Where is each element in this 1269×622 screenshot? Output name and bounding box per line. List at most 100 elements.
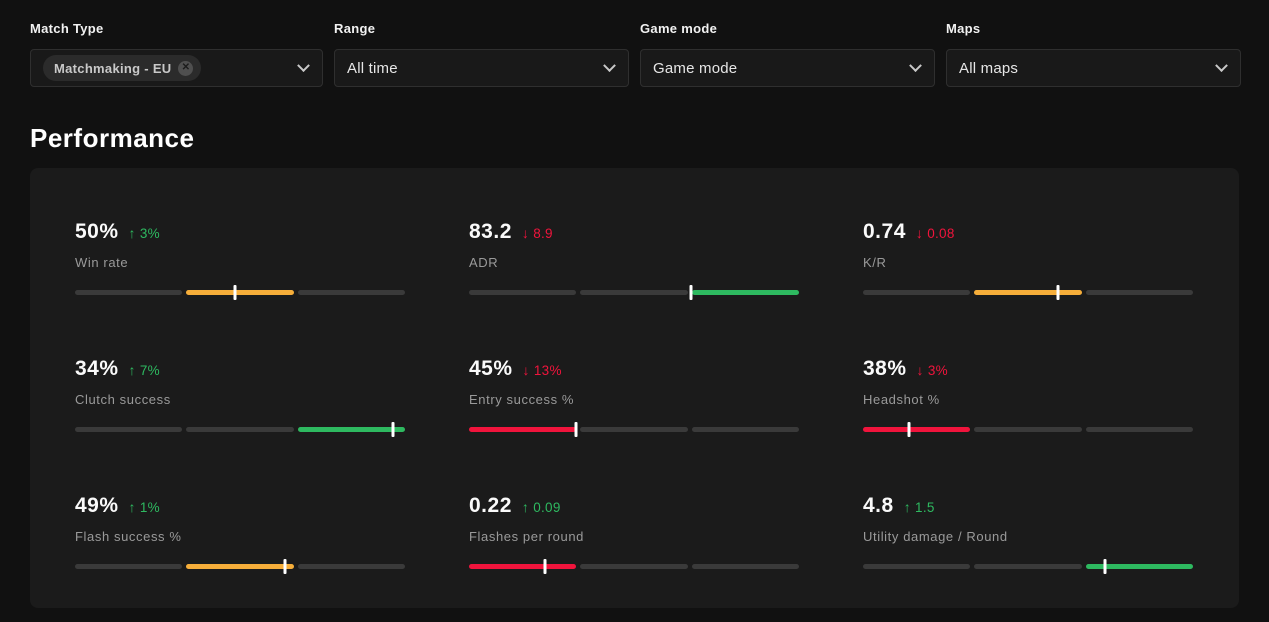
bar-segment: [863, 290, 971, 295]
bar-segment: [469, 290, 577, 295]
bar-marker: [907, 422, 911, 437]
arrow-down-icon: ↓: [916, 362, 924, 378]
chevron-down-icon: [909, 58, 922, 72]
stat-label: Flashes per round: [469, 529, 584, 544]
arrow-up-icon: ↑: [128, 362, 136, 378]
stat-value-row: 0.22 ↑ 0.09: [469, 494, 799, 520]
stat-bar: [75, 422, 405, 437]
arrow-up-icon: ↑: [903, 499, 912, 515]
selected-tag: Matchmaking - EU ✕: [43, 55, 202, 81]
trend-indicator: ↑ 7%: [129, 358, 160, 383]
match-type-dropdown[interactable]: Matchmaking - EU ✕: [30, 49, 323, 87]
filter-label: Maps: [946, 21, 981, 36]
stat-card: 83.2 ↓ 8.9 ADR: [469, 220, 799, 300]
arrow-down-icon: ↓: [522, 362, 530, 378]
bar-marker: [1056, 285, 1060, 300]
stat-value: 83.2: [469, 220, 512, 243]
performance-panel: 50% ↑ 3% Win rate 83.2 ↓ 8.9 ADR 0.74 ↓ 0.08 K/R 34%…: [30, 168, 1239, 608]
filter-label: Game mode: [640, 21, 718, 36]
stat-card: 50% ↑ 3% Win rate: [75, 220, 405, 300]
selected-value: All maps: [959, 59, 1019, 77]
arrow-down-icon: ↓: [521, 225, 530, 241]
arrow-up-icon: ↑: [521, 499, 530, 515]
trend-indicator: ↑ 3%: [129, 221, 160, 246]
trend-indicator: ↓ 3%: [917, 358, 948, 383]
chevron-down-icon: [1215, 58, 1228, 72]
maps-dropdown[interactable]: All maps: [946, 49, 1241, 87]
bar-segment: [1085, 290, 1193, 295]
stat-bar: [75, 559, 405, 574]
chevron-down-icon: [297, 58, 310, 72]
filter-game-mode: Game mode Game mode: [640, 22, 935, 87]
stat-card: 4.8 ↑ 1.5 Utility damage / Round: [863, 494, 1193, 574]
bar-segment: [75, 290, 183, 295]
stat-value: 38%: [863, 357, 907, 380]
stat-delta: 0.08: [927, 226, 955, 241]
bar-segment: [863, 427, 971, 432]
stat-delta: 3%: [927, 363, 948, 378]
bar-segment: [75, 427, 183, 432]
filter-maps: Maps All maps: [946, 22, 1241, 87]
remove-tag-icon[interactable]: ✕: [178, 60, 194, 76]
stat-label: Flash success %: [75, 529, 182, 544]
stat-bar: [469, 422, 799, 437]
stat-card: 0.22 ↑ 0.09 Flashes per round: [469, 494, 799, 574]
arrow-up-icon: ↑: [128, 225, 136, 241]
stat-value-row: 0.74 ↓ 0.08: [863, 220, 1193, 246]
stat-card: 45% ↓ 13% Entry success %: [469, 357, 799, 437]
stat-label: Clutch success: [75, 392, 171, 407]
stat-value-row: 45% ↓ 13%: [469, 357, 799, 383]
stat-label: Win rate: [75, 255, 129, 270]
stat-value-row: 34% ↑ 7%: [75, 357, 405, 383]
stat-delta: 0.09: [533, 500, 561, 515]
filter-label: Range: [334, 21, 376, 36]
stats-grid: 50% ↑ 3% Win rate 83.2 ↓ 8.9 ADR 0.74 ↓ 0.08 K/R 34%…: [30, 168, 1239, 574]
filter-range: Range All time: [334, 22, 629, 87]
filter-label: Match Type: [30, 21, 104, 36]
bar-segment: [469, 427, 577, 432]
bar-segment: [186, 427, 294, 432]
stat-label: Utility damage / Round: [863, 529, 1008, 544]
trend-indicator: ↓ 13%: [523, 358, 562, 383]
stat-delta: 1%: [139, 500, 160, 515]
stat-value: 0.74: [863, 220, 906, 243]
bar-segment: [580, 564, 688, 569]
stat-bar: [469, 285, 799, 300]
stat-label: Headshot %: [863, 392, 940, 407]
trend-indicator: ↑ 1.5: [904, 495, 935, 520]
bar-segment: [75, 564, 183, 569]
bar-segment: [974, 564, 1082, 569]
stat-delta: 7%: [139, 363, 160, 378]
game-mode-dropdown[interactable]: Game mode: [640, 49, 935, 87]
bar-segment: [580, 427, 688, 432]
stat-bar: [863, 285, 1193, 300]
stat-value: 50%: [75, 220, 119, 243]
stat-card: 49% ↑ 1% Flash success %: [75, 494, 405, 574]
stat-value-row: 50% ↑ 3%: [75, 220, 405, 246]
stat-bar: [863, 422, 1193, 437]
bar-segment: [297, 564, 405, 569]
bar-segment: [1085, 564, 1193, 569]
stat-value: 0.22: [469, 494, 512, 517]
stat-value-row: 83.2 ↓ 8.9: [469, 220, 799, 246]
stat-delta: 1.5: [915, 500, 935, 515]
range-dropdown[interactable]: All time: [334, 49, 629, 87]
trend-indicator: ↑ 1%: [129, 495, 160, 520]
stat-value-row: 49% ↑ 1%: [75, 494, 405, 520]
bar-segment: [691, 427, 799, 432]
arrow-up-icon: ↑: [128, 499, 136, 515]
stat-bar: [863, 559, 1193, 574]
stat-value-row: 38% ↓ 3%: [863, 357, 1193, 383]
page-title: Performance: [30, 123, 195, 153]
bar-segment: [691, 290, 799, 295]
bar-segment: [469, 564, 577, 569]
arrow-down-icon: ↓: [915, 225, 924, 241]
bar-marker: [574, 422, 578, 437]
stat-delta: 3%: [139, 226, 160, 241]
filters-bar: Match Type Matchmaking - EU ✕ Range All …: [0, 0, 1269, 87]
stat-value: 49%: [75, 494, 119, 517]
stat-label: Entry success %: [469, 392, 575, 407]
bar-segment: [297, 290, 405, 295]
bar-segment: [974, 290, 1082, 295]
stat-label: K/R: [863, 255, 887, 270]
